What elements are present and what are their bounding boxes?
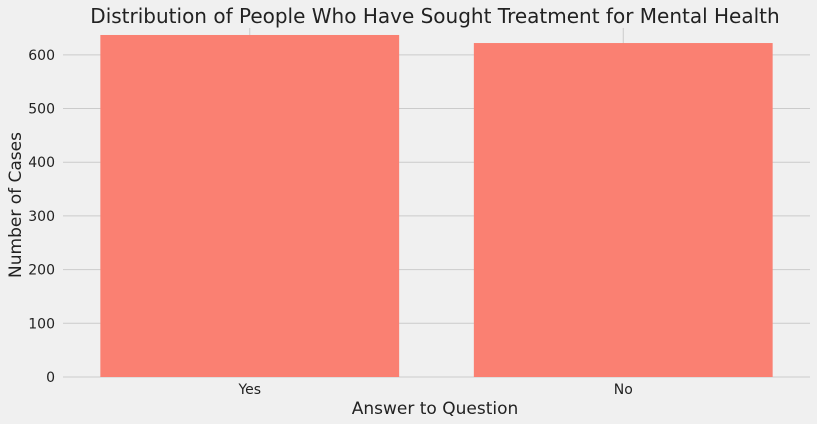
x-axis-label: Answer to Question <box>352 399 519 419</box>
bars <box>100 34 773 378</box>
y-tick-label: 500 <box>28 102 55 118</box>
y-tick-label: 0 <box>46 370 55 386</box>
bar-no <box>473 43 773 378</box>
y-axis-label: Number of Cases <box>6 132 26 278</box>
y-tick-label: 200 <box>28 263 55 279</box>
y-tick-label: 400 <box>28 155 55 171</box>
x-axis-ticks: Yes No <box>237 382 632 398</box>
bar-yes <box>100 34 400 377</box>
y-tick-label: 100 <box>28 316 55 332</box>
y-tick-label: 300 <box>28 209 55 225</box>
y-axis-ticks: 0 100 200 300 400 500 600 <box>28 48 55 386</box>
chart-title: Distribution of People Who Have Sought T… <box>90 4 779 28</box>
y-tick-label: 600 <box>28 48 55 64</box>
x-tick-label: No <box>614 382 633 398</box>
x-tick-label: Yes <box>237 382 261 398</box>
